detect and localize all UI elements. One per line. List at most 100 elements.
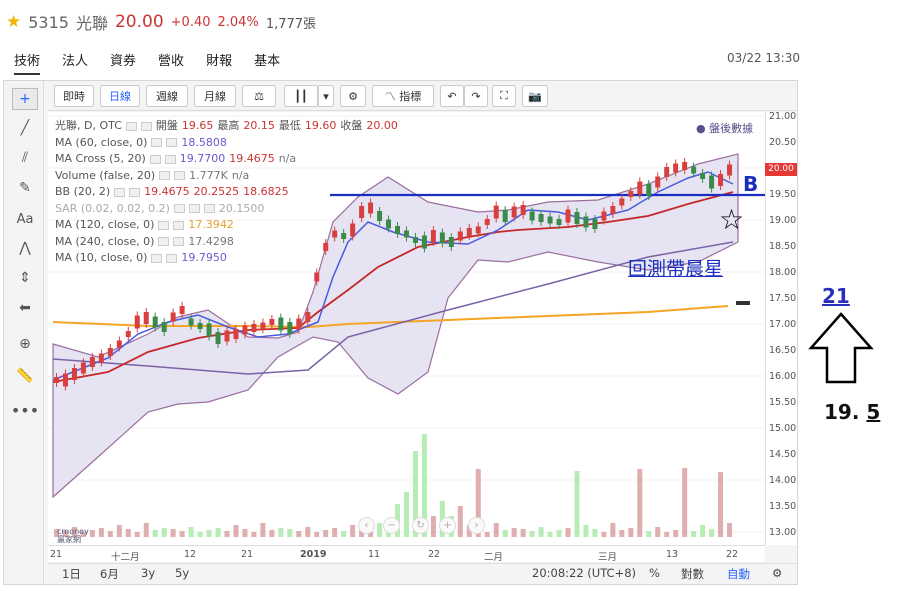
- range-5y[interactable]: 5y: [175, 566, 190, 580]
- fullscreen-icon[interactable]: ⛶: [492, 85, 516, 107]
- interval-realtime-button[interactable]: 即時: [54, 85, 94, 107]
- x-tick: 12: [184, 549, 197, 560]
- clock[interactable]: 20:08:22 (UTC+8): [532, 566, 637, 580]
- interval-daily-button[interactable]: 日線: [100, 85, 140, 107]
- ma240-close-icon[interactable]: [173, 237, 185, 247]
- range-6m[interactable]: 6月: [100, 567, 119, 581]
- legend-settings-icon[interactable]: [125, 121, 137, 131]
- interval-weekly-button[interactable]: 週線: [146, 85, 188, 107]
- back-arrow-icon[interactable]: ⬅: [19, 300, 31, 316]
- volume-bar: [170, 529, 176, 537]
- ma120-settings-icon[interactable]: [158, 220, 170, 230]
- y-tick: 18.50: [769, 241, 797, 252]
- measure-icon[interactable]: ⇕: [19, 270, 31, 286]
- indicators-button[interactable]: 〽 指標: [372, 85, 434, 107]
- settings-gear-icon[interactable]: ⚙: [772, 566, 783, 580]
- indicators-icon: 〽: [384, 90, 400, 103]
- scroll-right-icon[interactable]: ›: [468, 517, 485, 534]
- ma10-settings-icon[interactable]: [151, 253, 163, 263]
- support-price-prefix: 19.: [824, 400, 860, 424]
- zoom-in-icon[interactable]: +: [439, 517, 456, 534]
- bb-close-icon[interactable]: [129, 187, 141, 197]
- volume-bar: [718, 472, 724, 537]
- zoom-out-icon[interactable]: −: [383, 517, 400, 534]
- quote-header: ★ 5315 光聯 20.00 +0.40 2.04% 1,777張: [6, 10, 316, 34]
- ma10-label: MA (10, close, 0): [55, 251, 148, 264]
- crosshair-icon[interactable]: +: [12, 88, 38, 110]
- candle-style-icon[interactable]: ┃┃: [284, 85, 318, 107]
- volume-bars: [54, 434, 733, 537]
- volume-close-icon[interactable]: [174, 171, 186, 181]
- volume-bar: [538, 527, 544, 537]
- volume-bar: [377, 523, 383, 537]
- volume-bar: [242, 529, 248, 537]
- chevron-down-icon[interactable]: ▾: [318, 85, 334, 107]
- y-tick: 19.00: [769, 215, 797, 226]
- pattern-icon[interactable]: ⋀: [19, 240, 31, 256]
- tab-technical[interactable]: 技術: [14, 50, 41, 75]
- ma60-value: 18.5808: [181, 135, 227, 149]
- range-3y[interactable]: 3y: [141, 566, 156, 580]
- time-axis[interactable]: 21 十二月 12 21 2019 11 22 二月 三月 13 22: [48, 545, 765, 563]
- legend-ohlc: 光聯, D, OTC 開盤 19.65 最高 20.15 最低 19.60 收盤 20.…: [55, 118, 398, 135]
- legend-ma240: MA (240, close, 0) 17.4298: [55, 234, 398, 251]
- percent-toggle[interactable]: %: [649, 566, 660, 580]
- price-change-pct: 2.04%: [217, 14, 259, 30]
- zoom-icon[interactable]: ⊕: [19, 336, 31, 352]
- volume-settings-icon[interactable]: [159, 171, 171, 181]
- volume-bar: [80, 532, 86, 537]
- text-icon[interactable]: Aa: [16, 211, 34, 227]
- tab-revenue[interactable]: 營收: [158, 54, 185, 69]
- interval-monthly-button[interactable]: 月線: [194, 85, 236, 107]
- tab-basic[interactable]: 基本: [254, 54, 281, 69]
- volume-bar: [152, 530, 158, 537]
- after-hours-link[interactable]: ● 盤後數據: [696, 122, 754, 135]
- ma240-label: MA (240, close, 0): [55, 234, 155, 248]
- reset-icon[interactable]: ↻: [412, 517, 429, 534]
- pitchfork-icon[interactable]: ⫽: [21, 150, 29, 166]
- macross-close-icon[interactable]: [164, 154, 176, 164]
- ma10-close-icon[interactable]: [166, 253, 178, 263]
- camera-icon[interactable]: 📷: [522, 85, 548, 107]
- legend-close-icon[interactable]: [140, 121, 152, 131]
- range-1d[interactable]: 1日: [62, 567, 81, 581]
- volume-bar: [215, 528, 221, 537]
- legend-ma120: MA (120, close, 0) 17.3942: [55, 217, 398, 234]
- tab-institutional[interactable]: 法人: [62, 54, 89, 69]
- chart-pane[interactable]: [48, 112, 765, 545]
- volume-bar: [89, 530, 95, 537]
- volume-bar: [224, 531, 230, 537]
- redo-icon[interactable]: ↷: [464, 85, 488, 107]
- volume-bar: [287, 529, 293, 537]
- sar-visibility-icon[interactable]: [173, 204, 185, 214]
- ma60-settings-icon[interactable]: [151, 138, 163, 148]
- undo-icon[interactable]: ↶: [440, 85, 464, 107]
- auto-toggle[interactable]: 自動: [727, 567, 750, 581]
- ruler-icon[interactable]: 📏: [16, 368, 34, 384]
- tab-margin[interactable]: 資券: [110, 54, 137, 69]
- trendline-icon[interactable]: ╱: [20, 120, 30, 136]
- compare-icon[interactable]: ⚖: [242, 85, 276, 107]
- sar-close-icon[interactable]: [203, 204, 215, 214]
- price-axis[interactable]: 21.00 20.50 20.00 19.50 19.00 18.50 18.00 17.50…: [765, 111, 797, 545]
- log-toggle[interactable]: 對數: [681, 567, 704, 581]
- macross-settings-icon[interactable]: [149, 154, 161, 164]
- settings-gear-icon[interactable]: ⚙: [340, 85, 366, 107]
- sar-settings-icon[interactable]: [188, 204, 200, 214]
- y-tick: 16.50: [769, 345, 797, 356]
- bb-settings-icon[interactable]: [114, 187, 126, 197]
- ma60-close-icon[interactable]: [166, 138, 178, 148]
- volume-bar: [125, 529, 131, 537]
- scroll-left-icon[interactable]: ‹: [358, 517, 375, 534]
- open-value: 19.65: [181, 119, 214, 132]
- favorite-star-icon[interactable]: ★: [6, 12, 22, 32]
- y-tick: 21.00: [769, 111, 797, 122]
- ma120-close-icon[interactable]: [173, 220, 185, 230]
- brush-icon[interactable]: ✎: [19, 180, 31, 196]
- y-tick: 14.50: [769, 449, 797, 460]
- more-icon[interactable]: •••: [10, 400, 40, 420]
- high-value: 20.15: [243, 119, 275, 132]
- volume-bar: [682, 468, 688, 537]
- tab-financials[interactable]: 財報: [206, 54, 233, 69]
- ma240-settings-icon[interactable]: [158, 237, 170, 247]
